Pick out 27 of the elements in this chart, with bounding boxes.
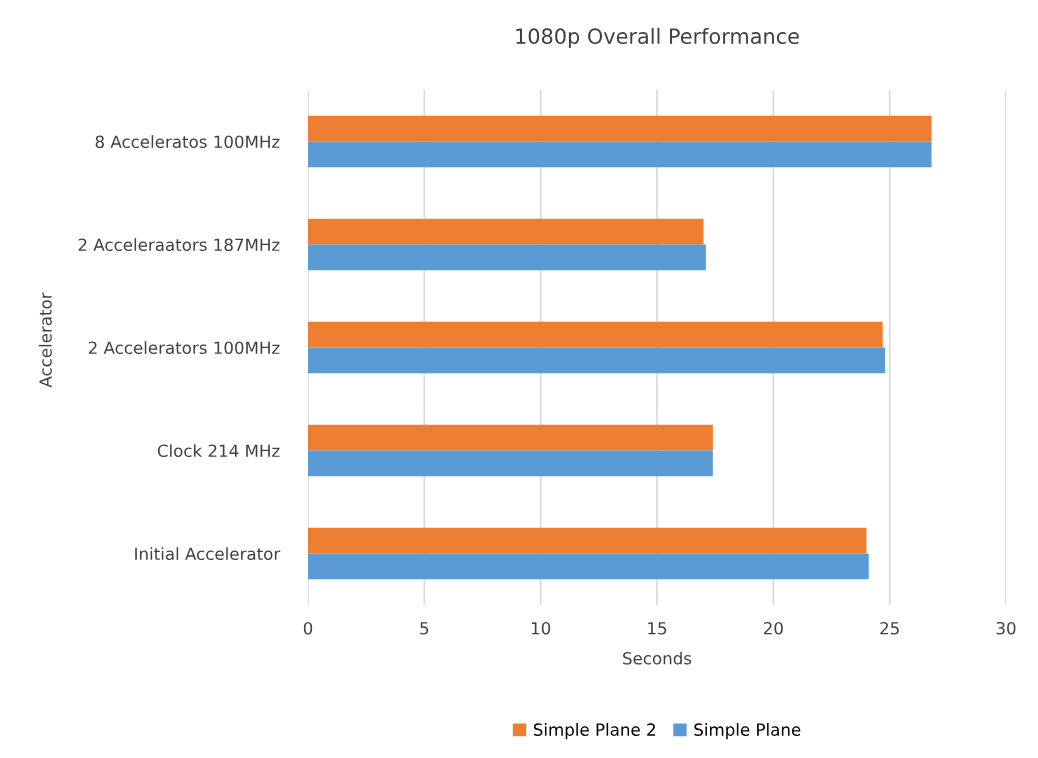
x-tick-label: 10 bbox=[531, 621, 551, 635]
y-tick-label: Initial Accelerator bbox=[135, 547, 281, 561]
bar bbox=[308, 347, 886, 374]
x-tick-label: 20 bbox=[763, 621, 783, 635]
legend-label: Simple Plane bbox=[694, 723, 801, 740]
chart-title: 1080p Overall Performance bbox=[516, 27, 799, 49]
bar bbox=[308, 553, 869, 580]
x-tick-label: 25 bbox=[880, 621, 899, 635]
bar bbox=[308, 141, 932, 168]
y-tick-label: 2 Acceleraators 187MHz bbox=[78, 238, 280, 252]
bar bbox=[308, 244, 706, 271]
x-tick-label: 0 bbox=[303, 621, 313, 635]
x-tick-label: 5 bbox=[420, 622, 429, 635]
bar bbox=[308, 218, 704, 245]
bar bbox=[308, 424, 713, 451]
y-axis-title: Accelerator bbox=[38, 292, 52, 388]
y-tick-label: Clock 214 MHz bbox=[157, 444, 280, 458]
bar bbox=[308, 321, 883, 348]
bar bbox=[308, 450, 713, 477]
x-axis-title: Seconds bbox=[623, 651, 692, 665]
bar bbox=[308, 115, 932, 142]
y-tick-label: 2 Accelerators 100MHz bbox=[88, 341, 280, 355]
legend-label: Simple Plane 2 bbox=[533, 723, 655, 740]
bar bbox=[308, 527, 867, 554]
y-tick-label: 8 Acceleratos 100MHz bbox=[95, 135, 280, 149]
x-tick-label: 30 bbox=[996, 621, 1016, 635]
x-tick-label: 15 bbox=[648, 622, 667, 635]
